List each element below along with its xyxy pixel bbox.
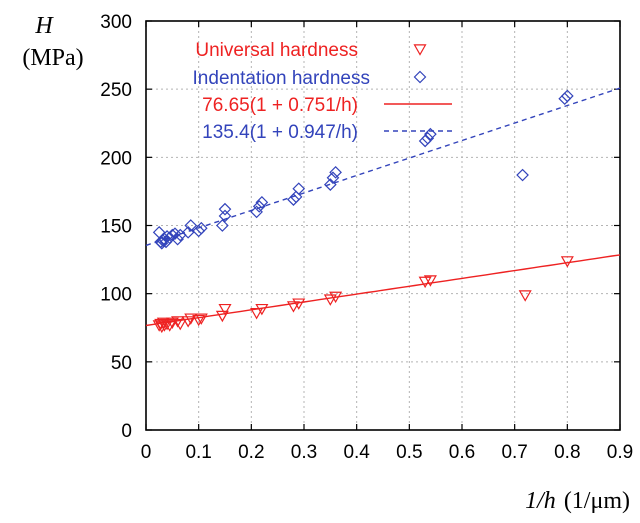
x-tick-label: 0	[141, 442, 152, 463]
axis-ticks: 0 0.1 0.2 0.3 0.4 0.5 0.6 0.7 0.8 0.9 0 50 100 150 200…	[100, 12, 633, 463]
indentation-hardness-point	[292, 182, 306, 196]
x-tick-label: 0.2	[238, 442, 264, 463]
x-tick-label: 0.4	[343, 442, 370, 463]
indentation-hardness-point	[152, 225, 166, 239]
indentation-hardness-point	[171, 232, 184, 246]
indentation-hardness-point	[252, 200, 266, 213]
x-tick-label: 0.8	[554, 442, 580, 463]
x-tick-label: 0.7	[501, 442, 527, 463]
indentation-hardness-point	[163, 231, 177, 245]
indentation-hardness-point	[192, 224, 206, 238]
grid-lines	[146, 21, 620, 430]
x-tick-label: 0.9	[607, 442, 633, 463]
x-tick-label: 0.5	[396, 442, 422, 463]
universal-hardness-point	[518, 290, 532, 302]
universal-hardness-point	[181, 316, 195, 328]
indentation-hardness-point	[158, 232, 171, 246]
legend-label: Indentation hardness	[193, 68, 370, 89]
universal-hardness-point	[329, 291, 343, 304]
indentation-hardness-point	[218, 202, 232, 216]
fit-line	[145, 254, 621, 327]
universal-hardness-point	[255, 303, 269, 316]
indentation-hardness-point	[194, 221, 208, 235]
legend-label: 76.65(1 + 0.751/h)	[202, 95, 358, 116]
y-tick-label: 0	[121, 421, 132, 442]
legend-diamond-marker	[413, 70, 427, 84]
y-tick-label: 50	[111, 353, 132, 374]
legend-triangle-marker	[413, 44, 427, 56]
universal-hardness-point	[286, 301, 301, 313]
universal-hardness-point	[194, 313, 208, 325]
universal-hardness-point	[323, 294, 337, 306]
data-points	[152, 89, 574, 334]
universal-hardness-point	[560, 256, 574, 268]
x-tick-label: 0.1	[185, 442, 211, 463]
indentation-hardness-point	[287, 193, 300, 206]
y-axis-unit: (MPa)	[22, 45, 83, 71]
y-tick-label: 100	[100, 285, 132, 306]
indentation-hardness-point	[421, 131, 435, 145]
indentation-hardness-point	[218, 209, 232, 223]
x-axis-title: 1/h (1/μm)	[525, 488, 630, 514]
universal-hardness-point	[423, 275, 437, 287]
indentation-hardness-point	[289, 190, 303, 204]
universal-hardness-point	[163, 320, 177, 332]
fit-line	[145, 87, 621, 247]
legend: Universal hardness Indentation hardness 76…	[193, 40, 452, 143]
indentation-hardness-point	[255, 195, 269, 209]
universal-hardness-point	[250, 308, 264, 320]
indentation-hardness-point	[424, 127, 437, 141]
universal-hardness-point	[171, 316, 185, 328]
legend-label: Universal hardness	[195, 40, 358, 61]
universal-hardness-point	[215, 310, 229, 323]
indentation-hardness-point	[216, 219, 229, 232]
x-axis-unit: (1/μm)	[564, 488, 630, 514]
universal-hardness-point	[218, 303, 232, 316]
universal-hardness-point	[192, 314, 206, 327]
universal-hardness-point	[292, 298, 306, 310]
y-tick-label: 150	[100, 217, 132, 238]
indentation-hardness-point	[560, 89, 574, 103]
x-axis-symbol: 1/h	[525, 488, 556, 514]
indentation-hardness-point	[329, 165, 342, 179]
y-tick-label: 200	[100, 148, 132, 169]
y-axis-symbol: H	[34, 13, 54, 39]
indentation-hardness-point	[184, 219, 198, 232]
x-tick-label: 0.3	[291, 442, 317, 463]
indentation-hardness-point	[418, 134, 432, 148]
y-tick-label: 300	[100, 12, 132, 33]
x-tick-label: 0.6	[449, 442, 475, 463]
universal-hardness-point	[155, 321, 169, 334]
y-tick-label: 250	[100, 80, 132, 101]
legend-label: 135.4(1 + 0.947/h)	[202, 122, 358, 143]
universal-hardness-point	[173, 318, 187, 331]
indentation-hardness-point	[516, 168, 529, 182]
indentation-hardness-point	[558, 92, 572, 106]
universal-hardness-point	[184, 313, 198, 325]
